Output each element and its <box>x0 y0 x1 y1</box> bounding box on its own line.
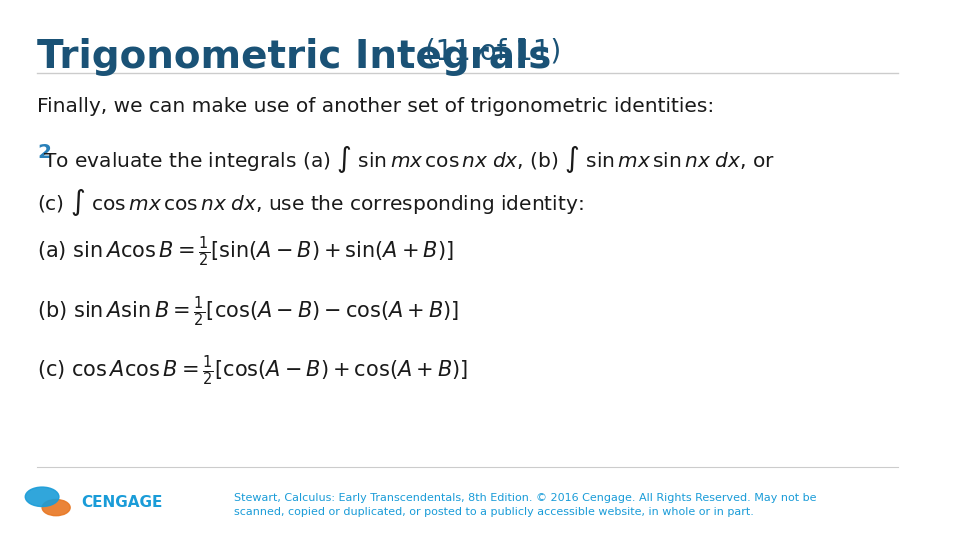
Circle shape <box>42 500 70 516</box>
Text: (a) $\sin A\cos B = \frac{1}{2}[\sin(A-B)+\sin(A+B)]$: (a) $\sin A\cos B = \frac{1}{2}[\sin(A-B… <box>37 235 454 269</box>
Text: 2: 2 <box>37 143 52 162</box>
Text: (c) $\int$ cos$\,mx\,$cos$\,nx\;dx$, use the corresponding identity:: (c) $\int$ cos$\,mx\,$cos$\,nx\;dx$, use… <box>37 186 584 218</box>
Circle shape <box>25 487 59 507</box>
Text: Trigonometric Integrals: Trigonometric Integrals <box>37 38 552 76</box>
Text: To evaluate the integrals (a) $\int$ sin$\,mx\,$cos$\,nx\;dx$, (b) $\int$ sin$\,: To evaluate the integrals (a) $\int$ sin… <box>37 143 776 175</box>
Text: Stewart, Calculus: Early Transcendentals, 8th Edition. © 2016 Cengage. All Right: Stewart, Calculus: Early Transcendentals… <box>234 493 816 517</box>
Text: (b) $\sin A\sin B = \frac{1}{2}[\cos(A-B)-\cos(A+B)]$: (b) $\sin A\sin B = \frac{1}{2}[\cos(A-B… <box>37 294 460 329</box>
Text: CENGAGE: CENGAGE <box>82 495 163 510</box>
Text: Finally, we can make use of another set of trigonometric identities:: Finally, we can make use of another set … <box>37 97 714 116</box>
Text: (11 of 11): (11 of 11) <box>417 38 562 66</box>
Text: (c) $\cos A\cos B = \frac{1}{2}[\cos(A-B)+\cos(A+B)]$: (c) $\cos A\cos B = \frac{1}{2}[\cos(A-B… <box>37 354 468 388</box>
